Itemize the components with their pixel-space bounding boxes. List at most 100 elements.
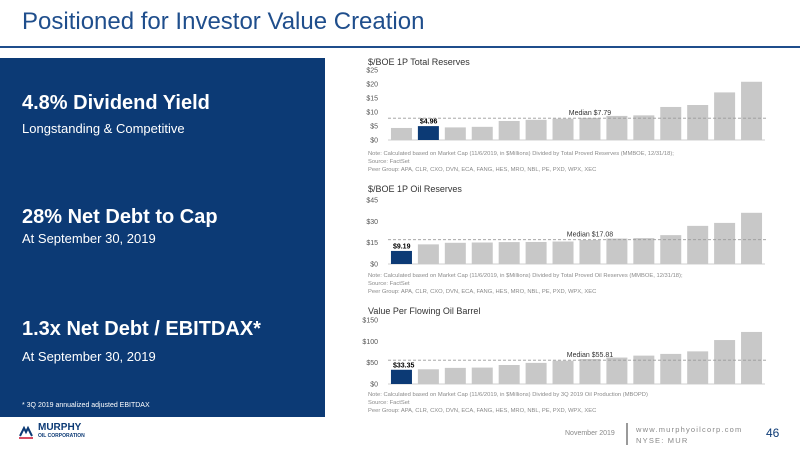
logo-line-1: MURPHY: [38, 422, 82, 433]
y-tick-label: $0: [370, 382, 378, 389]
y-tick-label: $0: [370, 262, 378, 269]
peer-bar: [660, 353, 682, 384]
y-tick-label: $5: [370, 124, 378, 131]
chart-notes: Note: Calculated based on Market Cap (11…: [368, 150, 674, 175]
chart-title: $/BOE 1P Total Reserves: [368, 57, 470, 67]
y-tick-label: $10: [366, 110, 378, 117]
peer-bar: [741, 331, 763, 384]
peer-bar: [552, 360, 574, 384]
metric-value: 28% Net Debt to Cap: [22, 206, 218, 228]
peer-bar: [714, 340, 736, 384]
peer-bar: [660, 235, 682, 264]
footer-divider: [626, 423, 628, 445]
chart-peer-group: Peer Group: APA, CLR, CXO, DVN, ECA, FAN…: [368, 408, 597, 415]
chart-peer-group: Peer Group: APA, CLR, CXO, DVN, ECA, FAN…: [368, 167, 597, 174]
footer-contact: www.murphyoilcorp.com NYSE: MUR: [636, 424, 742, 446]
peer-bar: [417, 244, 439, 264]
peer-bar: [471, 367, 493, 384]
y-tick-label: $30: [366, 219, 378, 226]
peer-bar: [471, 126, 493, 140]
metric-subtitle: At September 30, 2019: [22, 231, 156, 246]
peer-bar: [687, 225, 709, 264]
peer-bar: [633, 115, 655, 140]
peer-bar: [606, 115, 628, 140]
peer-bar: [606, 238, 628, 264]
footnote: * 3Q 2019 annualized adjusted EBITDAX: [22, 402, 150, 409]
slide-title: Positioned for Investor Value Creation: [22, 8, 425, 35]
peer-bar: [444, 367, 466, 384]
y-tick-label: $50: [366, 360, 378, 367]
peer-bar: [741, 212, 763, 264]
peer-bar: [714, 92, 736, 140]
y-tick-label: $45: [366, 198, 378, 205]
peer-bar: [444, 127, 466, 140]
logo-text: MURPHY OIL CORPORATION: [38, 422, 85, 440]
y-tick-label: $15: [366, 96, 378, 103]
chart-source: Source: FactSet: [368, 281, 410, 288]
y-tick-label: $25: [366, 68, 378, 75]
chart-peer-group: Peer Group: APA, CLR, CXO, DVN, ECA, FAN…: [368, 289, 597, 296]
peer-bar: [606, 357, 628, 384]
highlight-bar: [390, 250, 412, 264]
median-label: Median $55.81: [567, 352, 613, 359]
chart-note: Note: Calculated based on Market Cap (11…: [368, 273, 683, 279]
y-tick-label: $150: [362, 318, 378, 325]
chart-notes: Note: Calculated based on Market Cap (11…: [368, 391, 648, 416]
peer-bar: [633, 238, 655, 264]
peer-bar: [552, 241, 574, 264]
chart-title: $/BOE 1P Oil Reserves: [368, 184, 462, 194]
chart-note: Note: Calculated based on Market Cap (11…: [368, 151, 674, 157]
peer-bar: [687, 351, 709, 384]
peer-bar: [579, 359, 601, 384]
y-tick-label: $0: [370, 138, 378, 145]
ticker: NYSE: MUR: [636, 436, 689, 445]
footer-date: November 2019: [565, 430, 615, 437]
chart-notes: Note: Calculated based on Market Cap (11…: [368, 272, 683, 297]
peer-bar: [525, 362, 547, 384]
metric-value: 4.8% Dividend Yield: [22, 92, 210, 114]
highlight-bar: [417, 126, 439, 140]
metric-dividend-yield: 4.8% Dividend Yield Longstanding & Compe…: [22, 92, 210, 136]
company-logo: MURPHY OIL CORPORATION: [18, 422, 85, 440]
peer-bar: [660, 106, 682, 140]
peer-bar: [579, 239, 601, 264]
peer-bar: [633, 355, 655, 384]
peer-bar: [498, 242, 520, 264]
y-tick-label: $100: [362, 339, 378, 346]
logo-mark-icon: [19, 425, 33, 439]
metric-subtitle: At September 30, 2019: [22, 349, 156, 364]
highlight-bar: [390, 369, 412, 384]
chart-oil-reserves: $0 $15 $30 $45 $9.19 Median $17.08: [366, 198, 767, 269]
peer-bar: [552, 118, 574, 140]
metric-subtitle: Longstanding & Competitive: [22, 121, 185, 136]
data-label: $33.35: [393, 362, 415, 369]
y-tick-label: $15: [366, 240, 378, 247]
y-tick-label: $20: [366, 82, 378, 89]
metrics-panel: [0, 58, 325, 417]
metric-value: 1.3x Net Debt / EBITDAX*: [22, 318, 261, 340]
page-number: 46: [766, 426, 780, 440]
chart-source: Source: FactSet: [368, 159, 410, 166]
peer-bar: [417, 369, 439, 384]
peer-bar: [498, 120, 520, 140]
website-link[interactable]: www.murphyoilcorp.com: [636, 425, 743, 434]
metric-net-debt-ebitdax: 1.3x Net Debt / EBITDAX* At September 30…: [22, 318, 261, 364]
title-divider: [0, 46, 800, 48]
peer-bar: [390, 127, 412, 140]
data-label: $4.96: [420, 119, 438, 126]
peer-bar: [471, 242, 493, 264]
chart-source: Source: FactSet: [368, 400, 410, 407]
peer-bar: [741, 81, 763, 140]
peer-bar: [525, 241, 547, 264]
peer-bar: [498, 365, 520, 384]
peer-bar: [714, 222, 736, 264]
chart-title: Value Per Flowing Oil Barrel: [368, 306, 481, 316]
metric-net-debt-to-cap: 28% Net Debt to Cap At September 30, 201…: [22, 206, 218, 246]
peer-bar: [444, 242, 466, 264]
peer-bar: [579, 117, 601, 140]
median-label: Median $7.79: [569, 110, 612, 117]
logo-line-2: OIL CORPORATION: [38, 433, 85, 439]
chart-total-reserves: $0 $5 $10 $15 $20 $25 $4.96 Median $7.79: [366, 68, 767, 145]
median-label: Median $17.08: [567, 232, 613, 239]
peer-bar: [525, 119, 547, 140]
